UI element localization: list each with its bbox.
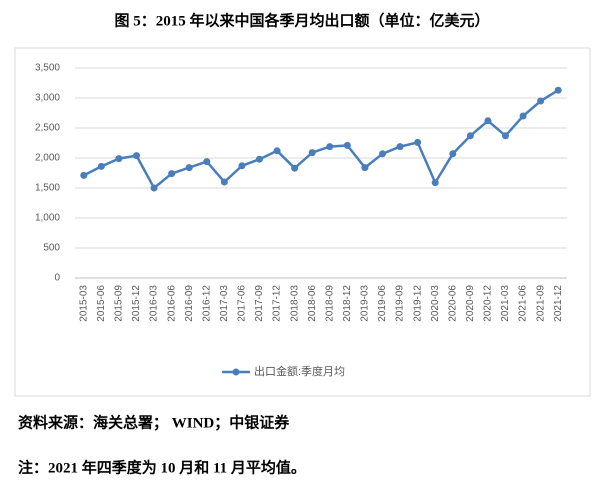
- x-tick-label: 2021-03: [500, 285, 511, 322]
- x-tick-label: 2018-09: [324, 285, 335, 322]
- x-tick-label: 2016-09: [184, 285, 195, 322]
- note: 注：2021 年四季度为 10 月和 11 月平均值。: [18, 458, 306, 476]
- x-tick-label: 2021-09: [535, 285, 546, 322]
- legend-marker: [232, 368, 240, 376]
- point: [379, 150, 386, 158]
- chart-title: 图 5：2015 年以来中国各季月均出口额（单位：亿美元）: [114, 11, 489, 29]
- point: [168, 170, 176, 178]
- x-tick-label: 2018-12: [342, 285, 353, 322]
- x-tick-label: 2017-12: [272, 285, 283, 322]
- y-tick-label: 3,500: [35, 63, 60, 74]
- x-tick-label: 2021-12: [553, 285, 564, 322]
- x-tick-label: 2020-09: [465, 285, 476, 322]
- x-tick-label: 2020-12: [483, 285, 494, 322]
- x-tick-label: 2015-03: [78, 285, 89, 322]
- point: [185, 164, 193, 172]
- x-tick-label: 2015-06: [96, 285, 107, 322]
- y-tick-label: 0: [54, 273, 60, 284]
- chart-frame: [14, 47, 591, 397]
- legend-label: 出口金额:季度月均: [254, 364, 345, 378]
- x-tick-label: 2016-06: [166, 285, 177, 322]
- point: [291, 164, 299, 172]
- y-tick-label: 2,500: [35, 123, 60, 134]
- point: [80, 171, 88, 179]
- x-tick-label: 2018-06: [307, 285, 318, 322]
- point: [361, 164, 369, 172]
- y-tick-label: 1,500: [35, 183, 60, 194]
- point: [97, 162, 105, 170]
- point: [502, 132, 509, 140]
- point: [466, 132, 474, 140]
- series-line: [83, 89, 559, 190]
- x-tick-label: 2020-03: [430, 285, 441, 322]
- x-tick-label: 2019-12: [412, 285, 423, 322]
- x-tick-label: 2017-03: [219, 285, 230, 322]
- x-tick-label: 2016-03: [149, 285, 160, 322]
- point: [537, 97, 545, 105]
- x-tick-label: 2019-03: [360, 285, 371, 322]
- point: [133, 152, 140, 160]
- x-tick-label: 2017-06: [237, 285, 248, 322]
- point: [150, 184, 158, 192]
- point: [343, 141, 351, 149]
- point: [484, 117, 492, 125]
- point: [115, 155, 123, 163]
- point: [449, 150, 457, 158]
- x-tick-label: 2015-12: [131, 285, 142, 322]
- x-tick-label: 2017-09: [254, 285, 265, 322]
- point: [220, 178, 228, 186]
- point: [238, 162, 246, 170]
- x-tick-label: 2015-09: [114, 285, 125, 322]
- point: [256, 155, 263, 163]
- point: [308, 149, 316, 157]
- source: 资料来源：海关总署； WIND；中银证券: [18, 413, 290, 431]
- y-tick-label: 500: [43, 243, 60, 254]
- point: [519, 112, 527, 120]
- y-tick-label: 1,000: [35, 213, 60, 224]
- y-tick-label: 3,000: [35, 93, 60, 104]
- point: [326, 143, 334, 151]
- x-tick-label: 2021-06: [518, 285, 529, 322]
- x-tick-label: 2016-12: [201, 285, 212, 322]
- point: [431, 179, 439, 187]
- x-tick-label: 2020-06: [447, 285, 458, 322]
- x-tick-label: 2018-03: [289, 285, 300, 322]
- point: [414, 138, 422, 146]
- point: [273, 147, 281, 155]
- y-tick-label: 2,000: [35, 153, 60, 164]
- point: [554, 86, 562, 94]
- x-tick-label: 2019-09: [395, 285, 406, 322]
- point: [203, 158, 211, 166]
- point: [396, 143, 404, 151]
- x-tick-label: 2019-06: [377, 285, 388, 322]
